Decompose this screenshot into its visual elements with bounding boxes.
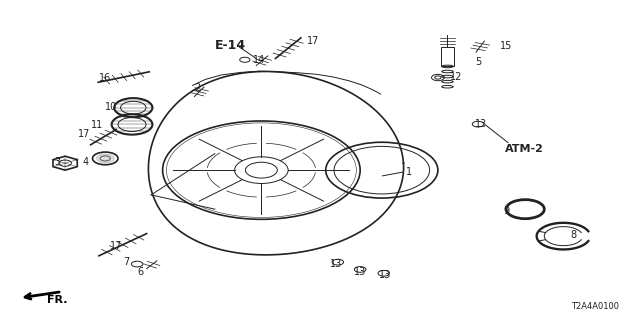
Text: 14: 14	[253, 55, 266, 65]
Text: 2: 2	[195, 83, 201, 93]
Text: 16: 16	[99, 73, 111, 83]
Text: 3: 3	[54, 156, 61, 167]
Text: T2A4A0100: T2A4A0100	[572, 302, 620, 311]
Text: 17: 17	[78, 129, 90, 139]
Text: 15: 15	[500, 41, 512, 51]
Text: ATM-2: ATM-2	[504, 144, 543, 154]
Text: 13: 13	[474, 118, 486, 129]
Text: 6: 6	[137, 267, 143, 277]
Text: 7: 7	[123, 257, 129, 267]
Text: 12: 12	[449, 72, 462, 82]
Bar	[441, 47, 454, 67]
Polygon shape	[97, 154, 114, 163]
Text: 8: 8	[570, 230, 577, 240]
Text: 13: 13	[354, 267, 366, 277]
Text: 11: 11	[91, 120, 103, 130]
Text: 13: 13	[379, 270, 391, 280]
Text: 17: 17	[307, 36, 320, 46]
Text: FR.: FR.	[47, 295, 68, 305]
Text: 13: 13	[330, 259, 342, 269]
Text: 9: 9	[503, 206, 509, 216]
Text: 10: 10	[105, 102, 117, 112]
Text: 17: 17	[110, 241, 122, 251]
Text: 5: 5	[475, 57, 481, 67]
Text: 4: 4	[83, 157, 88, 167]
Text: 1: 1	[406, 167, 412, 177]
Text: E-14: E-14	[215, 39, 246, 52]
